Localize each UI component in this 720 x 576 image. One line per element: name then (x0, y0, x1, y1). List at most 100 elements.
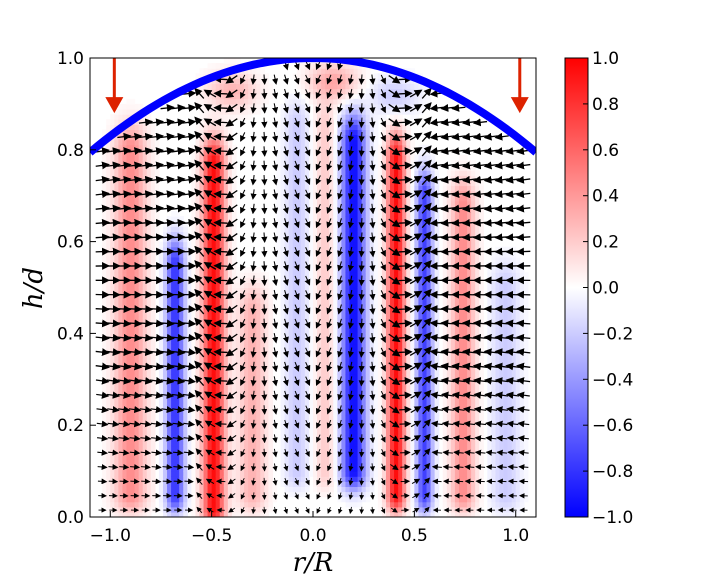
heat-cell (138, 440, 144, 447)
heat-cell (268, 455, 274, 462)
heat-cell (110, 241, 115, 248)
heat-cell (373, 338, 379, 345)
heat-cell (268, 491, 274, 498)
heat-cell (244, 73, 249, 79)
heat-cell (219, 160, 225, 166)
heat-cell (308, 124, 314, 130)
heat-cell (203, 338, 209, 345)
heat-cell (219, 272, 225, 278)
heat-cell (150, 200, 156, 207)
heat-cell (244, 491, 249, 498)
heat-cell (308, 297, 314, 304)
heat-cell (175, 231, 180, 238)
heat-cell (118, 389, 124, 396)
heat-cell (325, 460, 330, 467)
heat-cell (341, 323, 347, 329)
heat-cell (252, 445, 257, 452)
heat-cell (333, 348, 338, 355)
heat-cell (215, 440, 221, 447)
heat-cell (219, 109, 225, 115)
heat-cell (333, 476, 338, 482)
heat-cell (333, 200, 338, 207)
heat-cell (207, 226, 213, 232)
heat-cell (288, 481, 294, 487)
heat-cell (300, 160, 306, 166)
heat-cell (150, 272, 156, 278)
heat-cell (183, 302, 188, 309)
heat-cell (199, 384, 205, 391)
heat-cell (154, 195, 160, 202)
heat-cell (308, 272, 314, 278)
heat-cell (207, 445, 213, 452)
heat-cell (353, 185, 359, 192)
heat-cell (300, 190, 306, 197)
heat-cell (126, 506, 132, 513)
heat-cell (158, 343, 164, 350)
heat-cell (333, 364, 338, 370)
heat-cell (361, 180, 367, 187)
heat-cell (296, 216, 302, 222)
heat-cell (256, 415, 261, 421)
heat-cell (357, 185, 363, 192)
heat-cell (114, 282, 119, 289)
heat-cell (345, 139, 351, 146)
heat-cell (333, 144, 338, 151)
heat-cell (187, 272, 192, 278)
heat-cell (329, 170, 334, 176)
heat-cell (313, 241, 318, 248)
heat-cell (162, 466, 168, 472)
heat-cell (317, 430, 322, 436)
heat-cell (252, 455, 257, 462)
heat-cell (138, 343, 144, 350)
heat-cell (369, 440, 375, 447)
heat-cell (114, 114, 119, 120)
heat-cell (361, 68, 367, 74)
heat-cell (280, 216, 286, 222)
heat-cell (106, 282, 111, 289)
heat-cell (260, 343, 265, 350)
heat-cell (345, 256, 351, 263)
heat-cell (130, 430, 136, 436)
heat-cell (308, 282, 314, 289)
heat-cell (365, 445, 371, 452)
heat-cell (183, 379, 188, 385)
heat-cell (207, 313, 213, 319)
heat-cell (369, 445, 375, 452)
heat-cell (227, 358, 233, 365)
heat-cell (207, 384, 213, 391)
heat-cell (373, 425, 379, 431)
heat-cell (300, 267, 306, 273)
heat-cell (162, 251, 168, 258)
heat-cell (248, 384, 253, 391)
heat-cell (288, 185, 294, 192)
heat-cell (154, 129, 160, 136)
heat-cell (292, 267, 298, 273)
heat-cell (353, 460, 359, 467)
heat-cell (235, 103, 241, 110)
heat-cell (142, 211, 148, 217)
heat-cell (146, 440, 152, 447)
heat-cell (183, 282, 188, 289)
heat-cell (227, 216, 233, 222)
heat-cell (150, 185, 156, 192)
heat-cell (207, 455, 213, 462)
heat-cell (211, 302, 217, 309)
heat-cell (280, 323, 286, 329)
heat-cell (223, 389, 229, 396)
heat-cell (138, 256, 144, 263)
heat-cell (106, 476, 111, 482)
heat-cell (235, 445, 241, 452)
heat-cell (296, 460, 302, 467)
heat-cell (373, 267, 379, 273)
heat-cell (276, 195, 282, 202)
heat-cell (142, 399, 148, 406)
heat-cell (138, 460, 144, 467)
heat-cell (361, 98, 367, 105)
heat-cell (102, 486, 107, 493)
heat-cell (231, 506, 237, 513)
heat-cell (231, 200, 237, 207)
heat-cell (361, 455, 367, 462)
heat-cell (191, 297, 197, 304)
heat-cell (240, 83, 245, 90)
heat-cell (357, 333, 363, 340)
